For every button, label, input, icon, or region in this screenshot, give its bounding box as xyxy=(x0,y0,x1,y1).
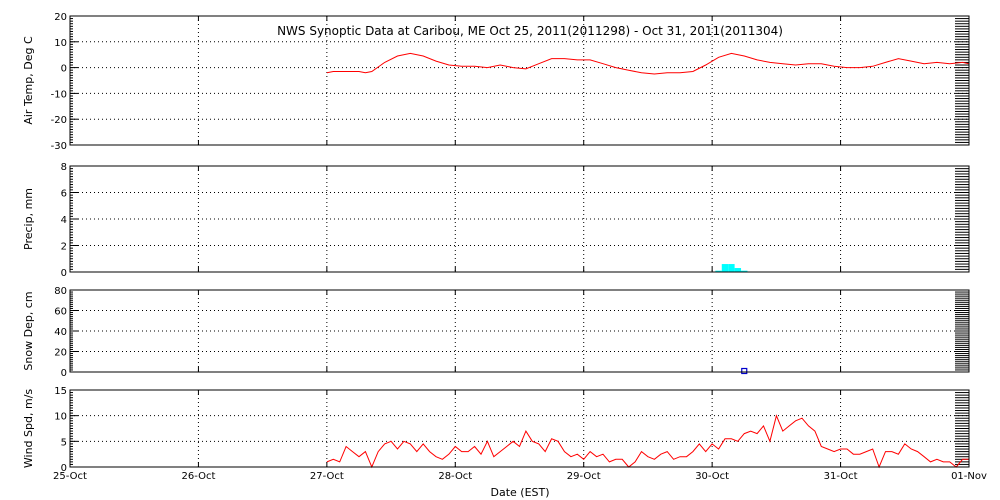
panel-frame xyxy=(69,165,970,273)
x-tick-label: 30-Oct xyxy=(695,471,729,482)
x-tick-label: 26-Oct xyxy=(181,471,215,482)
y-axis-title: Precip, mm xyxy=(22,188,35,250)
panel-frame xyxy=(69,15,970,146)
y-tick-label: 0 xyxy=(61,268,67,279)
panel-1: 20 10 0 -10 -20 -30 Air Temp, Deg C xyxy=(22,12,970,152)
y-axis-title: Wind Spd, m/s xyxy=(22,389,35,469)
y-tick-label: -30 xyxy=(51,141,67,152)
y-tick-label: -10 xyxy=(51,89,67,100)
panel-2: 8 6 4 2 0 Precip, mm xyxy=(22,162,970,279)
y-tick-label: 80 xyxy=(54,286,67,297)
panel-frame xyxy=(69,289,970,373)
y-tick-label: 40 xyxy=(54,327,67,338)
x-tick-label: 25-Oct xyxy=(53,471,87,482)
y-tick-label: 20 xyxy=(54,348,67,359)
snow-depth-point xyxy=(741,367,748,375)
precip-bar xyxy=(734,268,742,272)
y-tick-label: 8 xyxy=(61,162,67,173)
y-tick-label: 15 xyxy=(54,386,67,397)
y-axis-title: Air Temp, Deg C xyxy=(22,36,35,125)
y-tick-label: 4 xyxy=(61,215,67,226)
precip-bar xyxy=(728,264,735,272)
precip-bar xyxy=(721,264,729,272)
y-tick-label: -20 xyxy=(51,115,67,126)
y-tick-label: 6 xyxy=(61,189,67,200)
panel-3: 80 60 40 20 0 Snow Dep, cm xyxy=(22,286,970,379)
y-tick-label: 5 xyxy=(61,437,67,448)
x-tick-label: 29-Oct xyxy=(567,471,601,482)
y-tick-label: 0 xyxy=(61,64,67,75)
series-line xyxy=(326,414,969,469)
chart-title: NWS Synoptic Data at Caribou, ME Oct 25,… xyxy=(277,24,783,38)
x-tick-label: 31-Oct xyxy=(824,471,858,482)
x-tick-label: 01-Nov xyxy=(951,471,987,482)
y-tick-label: 0 xyxy=(61,368,67,379)
x-axis-title: Date (EST) xyxy=(490,486,549,499)
y-tick-label: 2 xyxy=(61,242,67,253)
x-tick-label: 28-Oct xyxy=(438,471,472,482)
y-tick-label: 60 xyxy=(54,307,67,318)
y-tick-label: 20 xyxy=(54,12,67,23)
y-tick-label: 10 xyxy=(54,412,67,423)
panel-frame xyxy=(69,389,970,468)
y-tick-label: 0 xyxy=(61,463,67,474)
y-axis-title: Snow Dep, cm xyxy=(22,291,35,370)
precip-bar xyxy=(715,270,722,272)
y-tick-label: 10 xyxy=(54,38,67,49)
x-tick-label: 27-Oct xyxy=(310,471,344,482)
series-line xyxy=(326,52,970,75)
panel-4: 15 10 5 0 Wind Spd, m/s xyxy=(22,386,970,474)
precip-bar xyxy=(741,270,748,272)
